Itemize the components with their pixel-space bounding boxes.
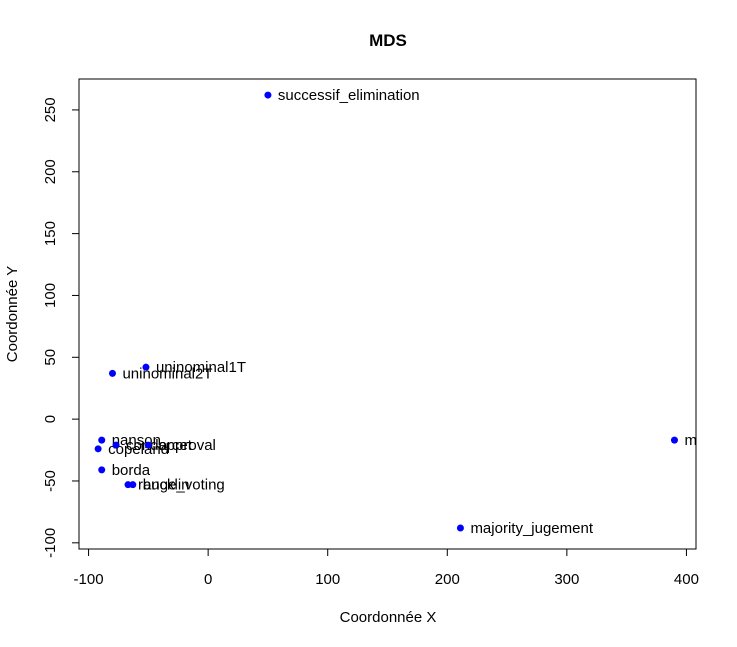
data-point-label: approval: [158, 437, 216, 454]
data-point: [142, 363, 150, 371]
y-tick-label: 200: [42, 159, 59, 184]
data-point-label: range_voting: [138, 477, 225, 494]
x-tick-label: 400: [674, 571, 699, 588]
data-point: [94, 445, 102, 453]
x-tick-label: 100: [315, 571, 340, 588]
data-point: [456, 524, 464, 532]
data-point: [112, 441, 120, 449]
data-point: [129, 481, 137, 489]
y-axis-label: Coordonnée Y: [4, 266, 21, 362]
x-axis-label: Coordonnée X: [340, 609, 437, 626]
data-point-label: bucklin: [143, 477, 190, 494]
y-tick-label: 250: [42, 97, 59, 122]
y-tick-label: -50: [42, 470, 59, 492]
x-tick-label: -100: [74, 571, 104, 588]
data-point-label: successif_elimination: [278, 87, 420, 104]
data-point-label: condorcet: [126, 437, 193, 454]
data-point-label: uninominal2T: [122, 365, 212, 382]
data-point: [98, 466, 106, 474]
data-point-label: majority_jugement: [470, 520, 593, 537]
data-point-label: borda: [112, 462, 151, 479]
y-tick-label: 150: [42, 221, 59, 246]
x-tick-label: 300: [554, 571, 579, 588]
data-point: [108, 369, 116, 377]
data-point: [144, 441, 152, 449]
data-point: [98, 436, 106, 444]
x-tick-label: 200: [435, 571, 460, 588]
y-tick-label: 50: [42, 349, 59, 366]
data-point-label: uninominal1T: [156, 359, 246, 376]
x-axis: -100 0 100 200 300 400: [74, 548, 699, 588]
data-points: successif_elimination uninominal1Tuninomi…: [94, 87, 697, 537]
chart-title: MDS: [369, 31, 407, 50]
data-point-label: m: [684, 432, 697, 449]
data-point: [670, 436, 678, 444]
data-point: [264, 91, 272, 99]
y-tick-label: -100: [42, 528, 59, 558]
y-axis: -100 -50 0 50 100 150 200 250: [42, 97, 80, 558]
y-tick-label: 0: [42, 415, 59, 423]
data-point-label: copeland: [108, 441, 169, 458]
data-point: [124, 481, 132, 489]
x-tick-label: 0: [204, 571, 212, 588]
y-tick-label: 100: [42, 283, 59, 308]
